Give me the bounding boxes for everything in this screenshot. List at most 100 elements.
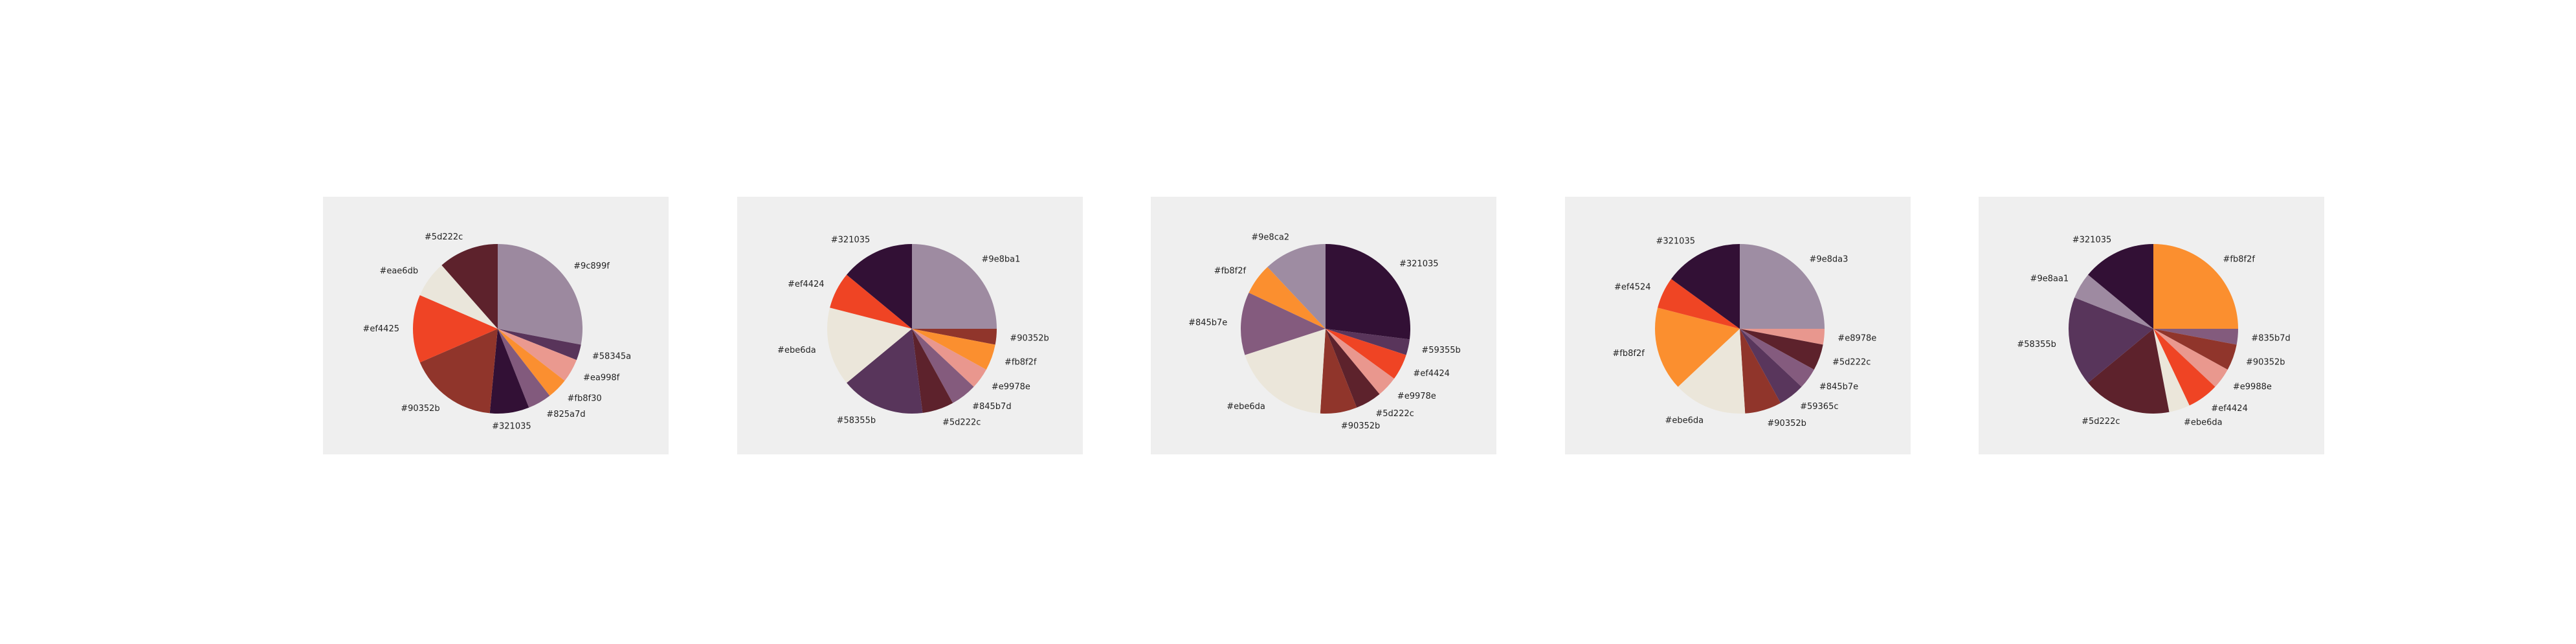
pie-slice-5-7 <box>2088 329 2170 414</box>
pie-slice-5-1 <box>2153 244 2238 329</box>
pie-label-3-1: #321035 <box>1399 260 1439 269</box>
pie-label-3-7: #ebe6da <box>1227 402 1265 412</box>
pie-chart-panel-2: #9e8ba1 #90352b #fb8f2f #e9978e #845b7d #5d22… <box>737 197 1083 454</box>
pie-slice-2-9 <box>830 274 912 329</box>
pie-slice-1-1 <box>498 244 583 345</box>
pie-label-4-3: #5d222c <box>1832 358 1871 368</box>
pie-slice-3-8 <box>1240 293 1326 355</box>
pie-slice-2-5 <box>912 329 974 403</box>
pie-slice-3-2 <box>1326 329 1410 355</box>
pie-slice-3-1 <box>1326 244 1411 340</box>
pie-chart-4: #9e8da3 #e8978e #5d222c #845b7e #59365c #9035… <box>1612 237 1876 428</box>
pie-label-2-9: #ef4424 <box>788 280 825 289</box>
pie-label-1-1: #9c899f <box>573 261 610 271</box>
pie-slice-5-2 <box>2153 329 2238 345</box>
pie-slice-1-3 <box>498 329 577 381</box>
pie-label-3-8: #845b7e <box>1188 318 1227 328</box>
pie-label-3-9: #fb8f2f <box>1214 267 1247 276</box>
pie-label-4-10: #321035 <box>1656 237 1695 247</box>
pie-label-2-6: #5d222c <box>942 418 981 428</box>
pie-slice-3-5 <box>1326 329 1380 408</box>
pie-slice-5-5 <box>2153 329 2215 406</box>
pie-slice-4-7 <box>1678 329 1746 414</box>
pie-slice-4-2 <box>1740 329 1825 345</box>
pie-slice-3-6 <box>1320 329 1357 414</box>
pie-slice-3-3 <box>1326 329 1406 379</box>
pie-slice-1-5 <box>498 329 550 408</box>
pie-label-5-7: #5d222c <box>2082 417 2120 427</box>
pie-slice-1-6 <box>489 329 529 414</box>
pie-label-4-1: #9e8da3 <box>1810 255 1849 265</box>
pie-label-5-5: #ef4424 <box>2211 404 2248 414</box>
pie-label-5-10: #321035 <box>2072 236 2112 245</box>
pie-chart-panel-1: #9c899f #58345a #ea998f #fb8f30 #825a7d #3210… <box>323 197 669 454</box>
pie-slice-4-10 <box>1671 244 1740 329</box>
pie-label-2-5: #845b7d <box>972 402 1011 412</box>
pie-label-1-9: #eae6db <box>379 267 418 276</box>
pie-slice-5-10 <box>2088 244 2153 329</box>
pie-slice-5-4 <box>2153 329 2228 387</box>
pie-label-3-3: #ef4424 <box>1413 369 1450 379</box>
pie-label-2-2: #90352b <box>1010 333 1049 343</box>
pie-label-2-4: #e9978e <box>992 382 1030 392</box>
pie-slice-4-8 <box>1655 307 1740 387</box>
pie-label-5-6: #ebe6da <box>2184 418 2223 428</box>
pie-slice-2-1 <box>912 244 997 329</box>
pie-label-3-10: #9e8ca2 <box>1251 233 1289 243</box>
pie-label-3-2: #59355b <box>1421 346 1461 355</box>
pie-label-1-8: #ef4425 <box>362 324 399 334</box>
pie-label-5-2: #835b7d <box>2251 333 2290 343</box>
pie-slice-1-7 <box>419 329 498 414</box>
pie-slice-1-2 <box>498 329 581 361</box>
pie-slice-3-4 <box>1326 329 1394 394</box>
pie-chart-5: #fb8f2f #835b7d #90352b #e9988e #ef4424 #ebe6… <box>2017 236 2290 428</box>
pie-slice-3-7 <box>1245 329 1326 414</box>
pie-label-4-2: #e8978e <box>1838 333 1876 343</box>
pie-label-4-5: #59365c <box>1800 402 1838 412</box>
pie-slice-5-8 <box>2069 297 2153 383</box>
pie-label-4-8: #fb8f2f <box>1612 349 1645 359</box>
pie-label-5-3: #90352b <box>2246 358 2285 368</box>
pie-chart-panel-5: #fb8f2f #835b7d #90352b #e9988e #ef4424 #ebe6… <box>1979 197 2324 454</box>
pie-label-2-8: #ebe6da <box>777 346 816 355</box>
pie-label-1-7: #90352b <box>401 404 440 414</box>
pie-slice-4-9 <box>1658 279 1740 329</box>
pie-label-2-3: #fb8f2f <box>1005 358 1037 368</box>
pie-slice-2-3 <box>912 329 995 370</box>
pie-label-4-9: #ef4524 <box>1614 282 1651 292</box>
pie-slice-4-4 <box>1740 329 1814 387</box>
pie-slice-2-10 <box>847 244 912 329</box>
pie-slice-1-10 <box>441 244 498 329</box>
pie-slice-2-8 <box>827 307 912 383</box>
pie-label-2-10: #321035 <box>831 236 871 245</box>
pie-label-5-4: #e9988e <box>2233 382 2272 392</box>
pie-label-3-6: #90352b <box>1341 421 1381 431</box>
pie-label-5-8: #58355b <box>2017 340 2056 350</box>
pie-slice-5-9 <box>2074 274 2153 329</box>
pie-chart-panel-4: #9e8da3 #e8978e #5d222c #845b7e #59365c #9035… <box>1565 197 1911 454</box>
pie-label-1-3: #ea998f <box>583 373 620 383</box>
pie-label-2-1: #9e8ba1 <box>982 255 1021 265</box>
pie-label-2-7: #58355b <box>837 416 876 425</box>
pie-slice-4-1 <box>1740 244 1825 329</box>
pie-slice-1-9 <box>419 265 498 329</box>
pie-slice-5-3 <box>2153 329 2237 370</box>
pie-label-1-2: #58345a <box>592 351 631 361</box>
pie-chart-1: #9c899f #58345a #ea998f #fb8f30 #825a7d #3210… <box>362 232 631 432</box>
pie-chart-panel-3: #321035 #59355b #ef4424 #e9978e #5d222c #9035… <box>1151 197 1496 454</box>
pie-chart-2: #9e8ba1 #90352b #fb8f2f #e9978e #845b7d #5d22… <box>777 236 1049 428</box>
pie-label-4-7: #ebe6da <box>1665 416 1704 425</box>
pie-label-4-4: #845b7e <box>1819 382 1858 392</box>
pie-slice-2-6 <box>912 329 953 413</box>
pie-slice-1-8 <box>412 294 498 363</box>
pie-slice-3-10 <box>1267 244 1326 329</box>
pie-label-4-6: #90352b <box>1767 419 1806 428</box>
pie-label-3-4: #e9978e <box>1397 392 1436 401</box>
pie-label-5-1: #fb8f2f <box>2223 255 2256 265</box>
pie-slice-3-9 <box>1249 267 1326 329</box>
pie-slice-1-4 <box>498 329 565 396</box>
pie-label-1-4: #fb8f30 <box>568 394 602 404</box>
pie-label-3-5: #5d222c <box>1375 409 1414 419</box>
pie-label-1-10: #5d222c <box>425 232 463 242</box>
